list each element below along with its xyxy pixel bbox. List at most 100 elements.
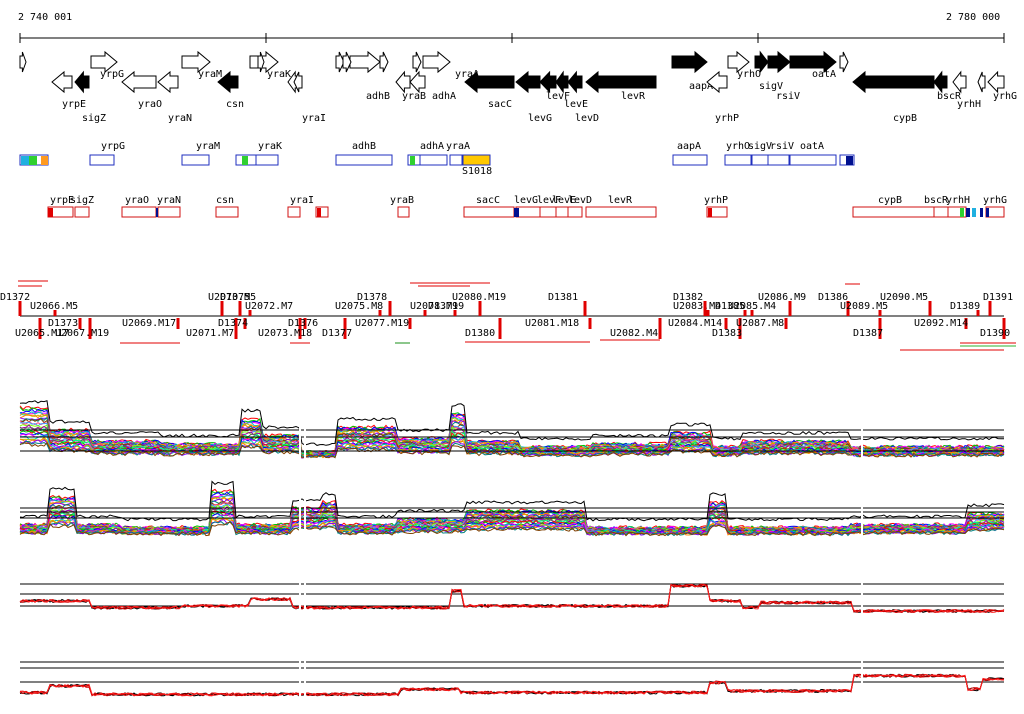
gene-arrow-yrhh (952, 70, 967, 94)
ruler-start-coordinate: 2 740 001 (18, 12, 73, 23)
gene-label-leve: levE (564, 99, 588, 110)
rev-box-label-sigz: sigZ (70, 195, 94, 206)
segment-label-u2084-m14: U2084.M14 (668, 318, 722, 329)
fwd-color-mark (29, 156, 37, 165)
rev-box-cypb (852, 206, 935, 218)
rev-color-mark (48, 208, 53, 217)
fwd-box-label-oata: oatA (800, 141, 824, 152)
segment-label-u2065-m17: U2065.M17 (15, 328, 69, 339)
fwd-box-oata (789, 154, 837, 166)
segment-label-u2073-m18: U2073.M18 (258, 328, 312, 339)
rev-box-levr (585, 206, 657, 218)
rev-box-levd (567, 206, 583, 218)
expression-profile-line (19, 490, 1005, 531)
gene-fragment-1 (257, 51, 265, 73)
gene-label-yrpe: yrpE (62, 99, 86, 110)
gene-arrow-cypb (852, 70, 935, 94)
fwd-box-label-adhb: adhB (352, 141, 376, 152)
rev-box-label-cypb: cypB (878, 195, 902, 206)
rev-box-extra (315, 206, 329, 218)
segment-label-d1378: D1378 (357, 292, 387, 303)
fwd-box-label-sigv: sigV (748, 141, 772, 152)
fwd-box-adha (419, 154, 448, 166)
segment-label-u2075-m8: U2075.M8 (335, 301, 383, 312)
gene-arrow-yrpe (51, 70, 73, 94)
fwd-color-mark (846, 156, 853, 165)
gene-label-yram: yraM (198, 69, 222, 80)
rev-box-label-yrao: yraO (125, 195, 149, 206)
gene-label-oata: oatA (812, 69, 836, 80)
rev-box-label-levf: levF (537, 195, 561, 206)
gene-label-adha: adhA (432, 91, 456, 102)
rev-box-label-leve: levE (552, 195, 576, 206)
fwd-box-sigv (751, 154, 769, 166)
gene-label-sacc: sacC (488, 99, 512, 110)
fwd-box-s1018 (462, 154, 491, 166)
gene-label-yrhp: yrhP (715, 113, 739, 124)
rev-box-label-csn: csn (216, 195, 234, 206)
rev-box-sacc (463, 206, 515, 218)
rev-box-leve (555, 206, 569, 218)
gene-arrow-yrhg (987, 70, 1005, 94)
rev-box-label-yrab: yraB (390, 195, 414, 206)
expression-profile-line (19, 673, 1005, 697)
gene-arrow-sigz (74, 70, 90, 94)
rev-box-label-bscr: bscR (924, 195, 949, 206)
gene-label-yrho: yrhO (737, 69, 761, 80)
rev-box-label-levd: levD (568, 195, 592, 206)
gene-arrow-rsiv (767, 50, 791, 74)
gene-fragment-0 (19, 51, 27, 73)
gene-fragment-8 (977, 71, 986, 93)
gene-label-yrhg: yrhG (993, 91, 1017, 102)
gene-label-levr: levR (621, 91, 646, 102)
rev-box-bscr (933, 206, 949, 218)
rev-box-yran (157, 206, 181, 218)
segment-label-d1385: D1385 (715, 301, 745, 312)
gene-label-bscr: bscR (937, 91, 962, 102)
fwd-box-yram (181, 154, 210, 166)
fwd-box-label-rsiv: rsiV (770, 141, 794, 152)
gene-label-sigz: sigZ (82, 113, 106, 124)
segment-label-u2077-m19: U2077.M19 (355, 318, 409, 329)
rev-box-label-yrhp: yrhP (704, 195, 728, 206)
gene-arrow-leve (555, 70, 569, 94)
rev-box-label-yrhh: yrhH (946, 195, 970, 206)
rev-color-mark (514, 208, 519, 217)
expression-profile-line (19, 441, 1005, 459)
rev-box-label-levr: levR (608, 195, 633, 206)
forward-strand-box-track[interactable]: yrpG yraM yraK adhB adhA yraA S1018 aapA yrhOsig… (19, 141, 855, 177)
fwd-box-yraa (449, 154, 463, 166)
segment-label-u2085-m4: U2085.M4 (728, 301, 776, 312)
gene-arrow-yran (157, 70, 179, 94)
segment-label-u2083-m4: U2083.M4 (673, 301, 721, 312)
segment-label-u2071-m7: U2071.M7 (186, 328, 234, 339)
segment-label-d1390: D1390 (980, 328, 1010, 339)
gene-arrow-levf (539, 70, 557, 94)
gene-fragment-2 (335, 51, 345, 73)
gene-arrow-oata (789, 50, 837, 74)
gene-arrow-levr (585, 70, 657, 94)
gene-arrow-aapa (671, 50, 708, 74)
gene-label-levg: levG (528, 113, 552, 124)
gene-arrow-yram (181, 50, 211, 74)
gene-label-yrao: yraO (138, 99, 162, 110)
segment-label-u2087-m8: U2087.M8 (736, 318, 784, 329)
segment-label-d1379: D1379 (428, 301, 458, 312)
expression-panel-selected-conditions-reverse (19, 655, 1005, 700)
segment-label-u2072-m7: U2072.M7 (245, 301, 293, 312)
fwd-box-label-yrho: yrhO (726, 141, 750, 152)
fwd-box-label-aapa: aapA (677, 141, 701, 152)
segment-label-u2081-m18: U2081.M18 (525, 318, 579, 329)
rev-color-mark (708, 208, 712, 217)
segment-label-d1383: D1383 (712, 328, 742, 339)
fwd-box-label-yrpg: yrpG (101, 141, 125, 152)
rev-box-csn (215, 206, 239, 218)
rev-box-yrai (287, 206, 301, 218)
segment-label-u2086-m9: U2086.M9 (758, 292, 806, 303)
rev-color-mark (980, 208, 983, 217)
rev-color-mark (317, 208, 321, 217)
